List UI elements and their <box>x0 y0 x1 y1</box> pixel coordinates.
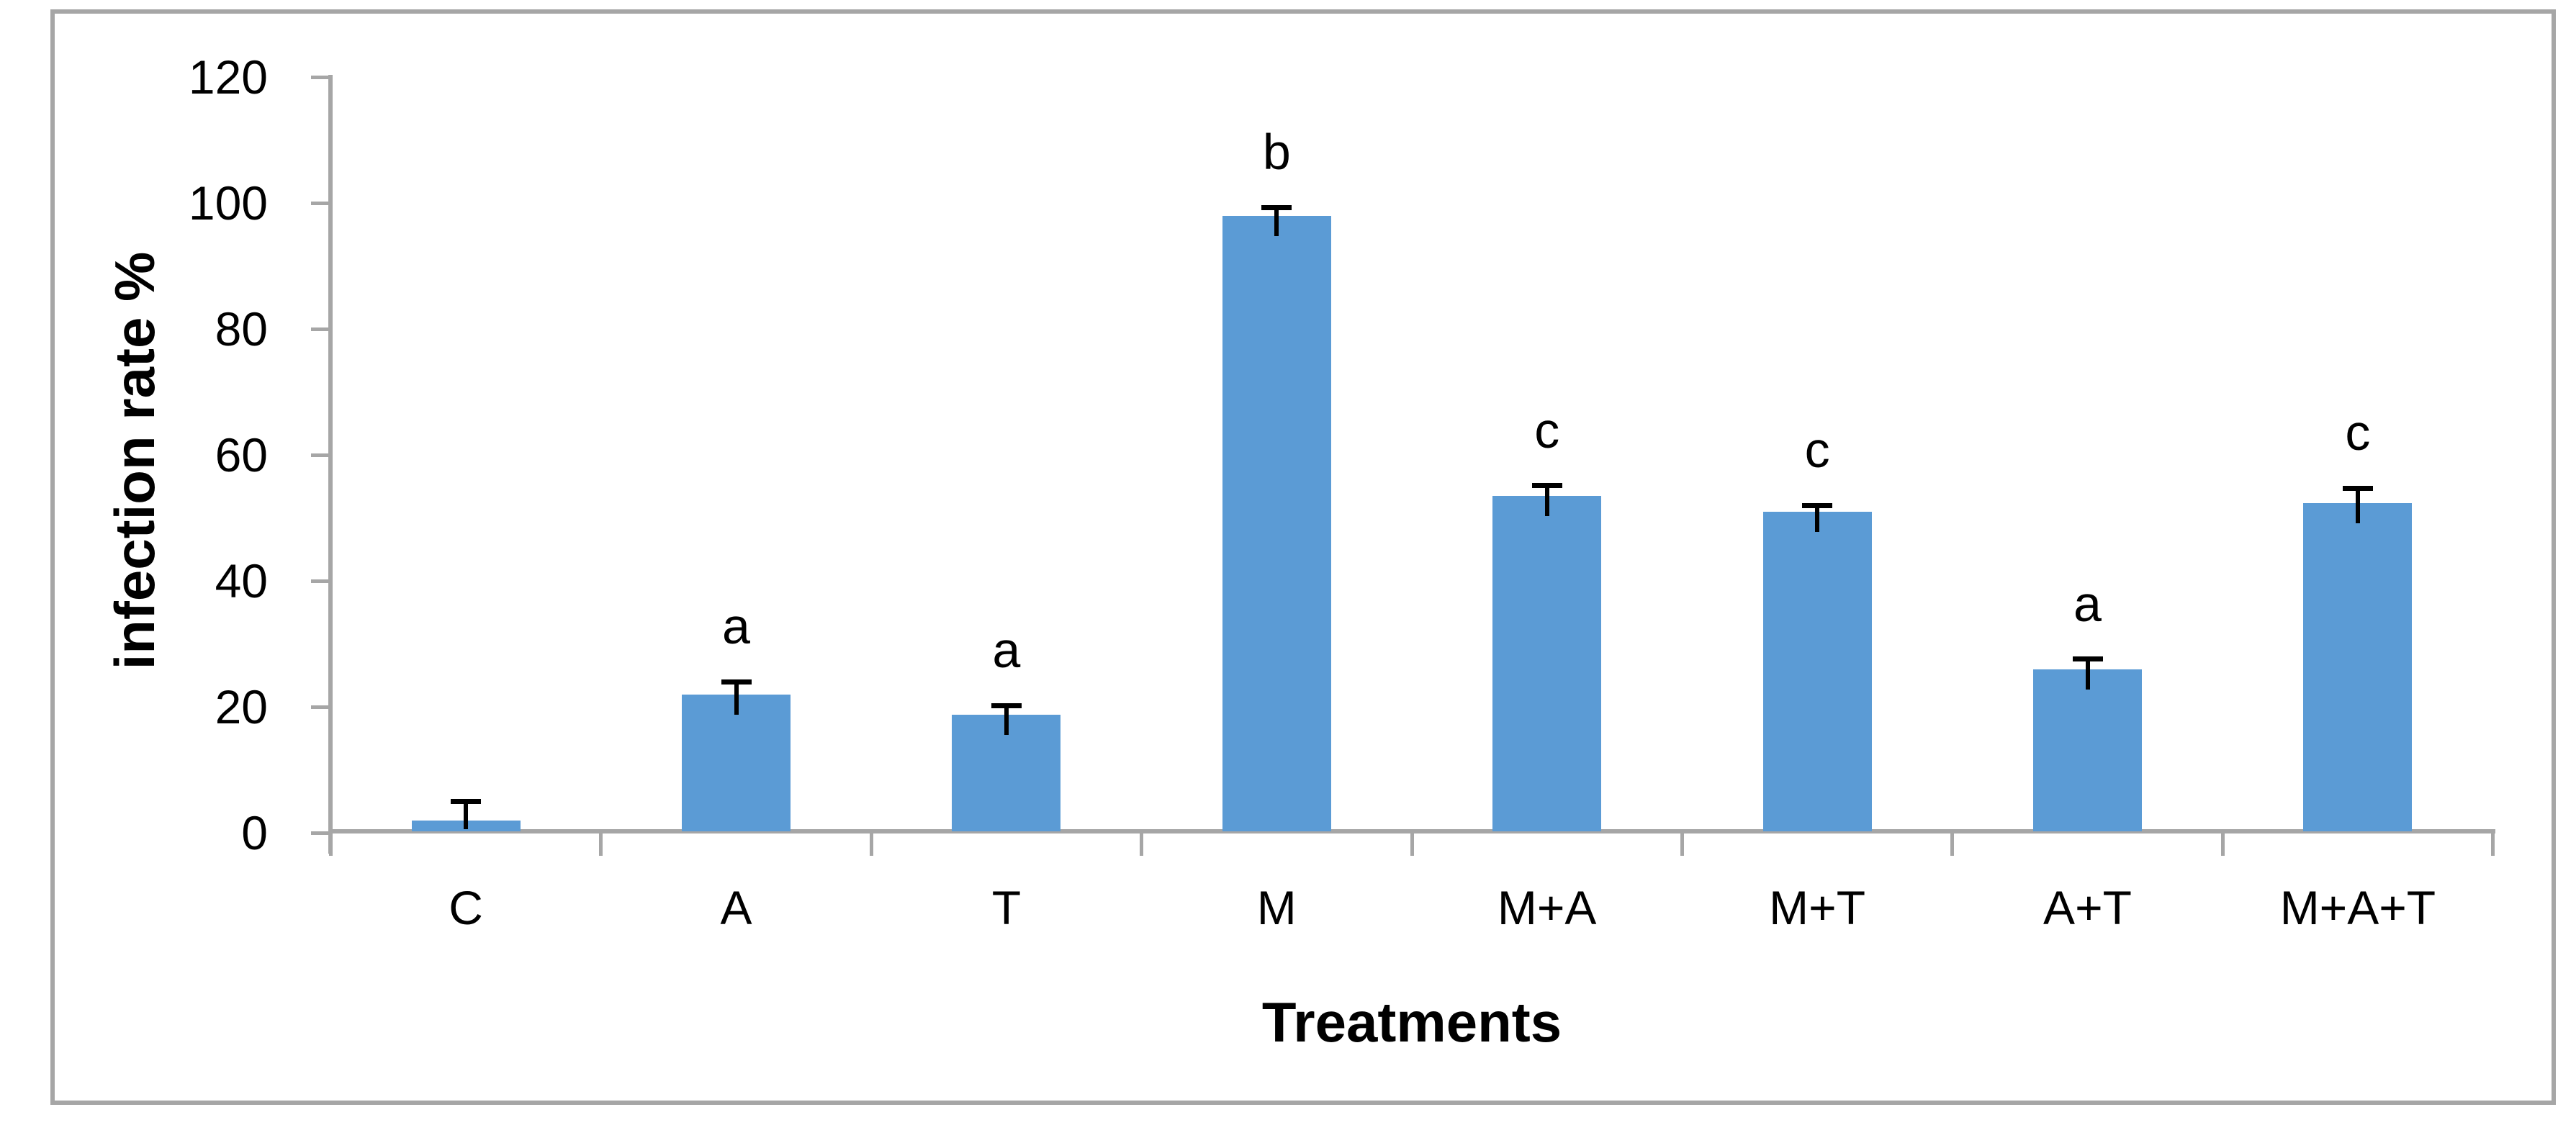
x-tick-mark <box>2491 833 2495 856</box>
y-tick-label: 20 <box>215 680 268 733</box>
y-tick-label: 120 <box>188 50 268 104</box>
y-tick-mark <box>311 453 328 457</box>
error-bar-cap-A+T <box>2072 656 2103 661</box>
x-tick-label-M: M <box>1256 881 1297 934</box>
sig-letter-T: a <box>992 622 1021 679</box>
y-tick-mark <box>311 201 328 205</box>
y-tick-mark <box>311 75 328 79</box>
x-tick-label-A+T: A+T <box>2043 881 2132 934</box>
error-bar-line-T <box>1004 705 1009 736</box>
error-bar-cap-M+T <box>1802 502 1833 508</box>
y-tick-label: 60 <box>215 428 268 482</box>
bar-M+A+T <box>2303 502 2413 831</box>
sig-letter-M+A: c <box>1534 402 1560 458</box>
sig-letter-A+T: a <box>2073 575 2102 632</box>
error-bar-line-M+T <box>1815 505 1820 532</box>
bar-M+T <box>1762 511 1872 831</box>
x-tick-label-C: C <box>449 881 483 934</box>
y-axis-line <box>328 75 333 854</box>
sig-letter-M+T: c <box>1804 422 1830 478</box>
x-axis-title: Treatments <box>1261 990 1562 1054</box>
error-bar-cap-M <box>1261 204 1292 210</box>
y-tick-mark <box>311 705 328 709</box>
error-bar-cap-T <box>991 702 1022 708</box>
error-bar-line-C <box>464 801 469 829</box>
sig-letter-M: b <box>1262 124 1291 181</box>
error-bar-cap-M+A+T <box>2342 485 2373 491</box>
sig-letter-M+A+T: c <box>2345 405 2371 461</box>
y-tick-label: 0 <box>241 806 268 859</box>
y-tick-label: 80 <box>215 302 268 356</box>
sig-letter-A: a <box>722 598 750 654</box>
x-tick-label-T: T <box>991 881 1022 934</box>
x-tick-mark <box>2220 833 2225 856</box>
x-tick-mark <box>1140 833 1144 856</box>
y-tick-mark <box>311 327 328 331</box>
x-tick-mark <box>1950 833 1955 856</box>
x-tick-mark <box>1410 833 1414 856</box>
bar-M+A <box>1492 495 1602 831</box>
bar-M <box>1222 215 1331 831</box>
x-tick-mark <box>1680 833 1684 856</box>
x-tick-label-M+A: M+A <box>1497 881 1597 934</box>
x-tick-label-M+T: M+T <box>1769 881 1866 934</box>
bar-A <box>682 694 791 831</box>
bar-A+T <box>2033 669 2142 831</box>
y-tick-mark <box>311 831 328 835</box>
error-bar-cap-A <box>721 679 752 685</box>
y-tick-label: 40 <box>215 554 268 607</box>
error-bar-line-A+T <box>2085 659 2090 690</box>
x-axis-line <box>328 829 2495 833</box>
x-tick-mark <box>599 833 603 856</box>
x-tick-mark <box>328 833 333 856</box>
error-bar-cap-C <box>451 798 482 804</box>
y-tick-label: 100 <box>188 176 268 230</box>
error-bar-cap-M+A <box>1531 483 1562 489</box>
error-bar-line-M+A+T <box>2355 488 2360 523</box>
chart-border <box>50 9 2556 1105</box>
y-tick-mark <box>311 579 328 583</box>
error-bar-line-M <box>1274 207 1279 236</box>
x-tick-mark <box>869 833 873 856</box>
y-axis-title: infection rate % <box>103 251 166 670</box>
error-bar-line-M+A <box>1544 485 1549 516</box>
x-tick-label-A: A <box>720 881 752 934</box>
error-bar-line-A <box>734 682 739 715</box>
x-tick-label-M+A+T: M+A+T <box>2279 881 2436 934</box>
